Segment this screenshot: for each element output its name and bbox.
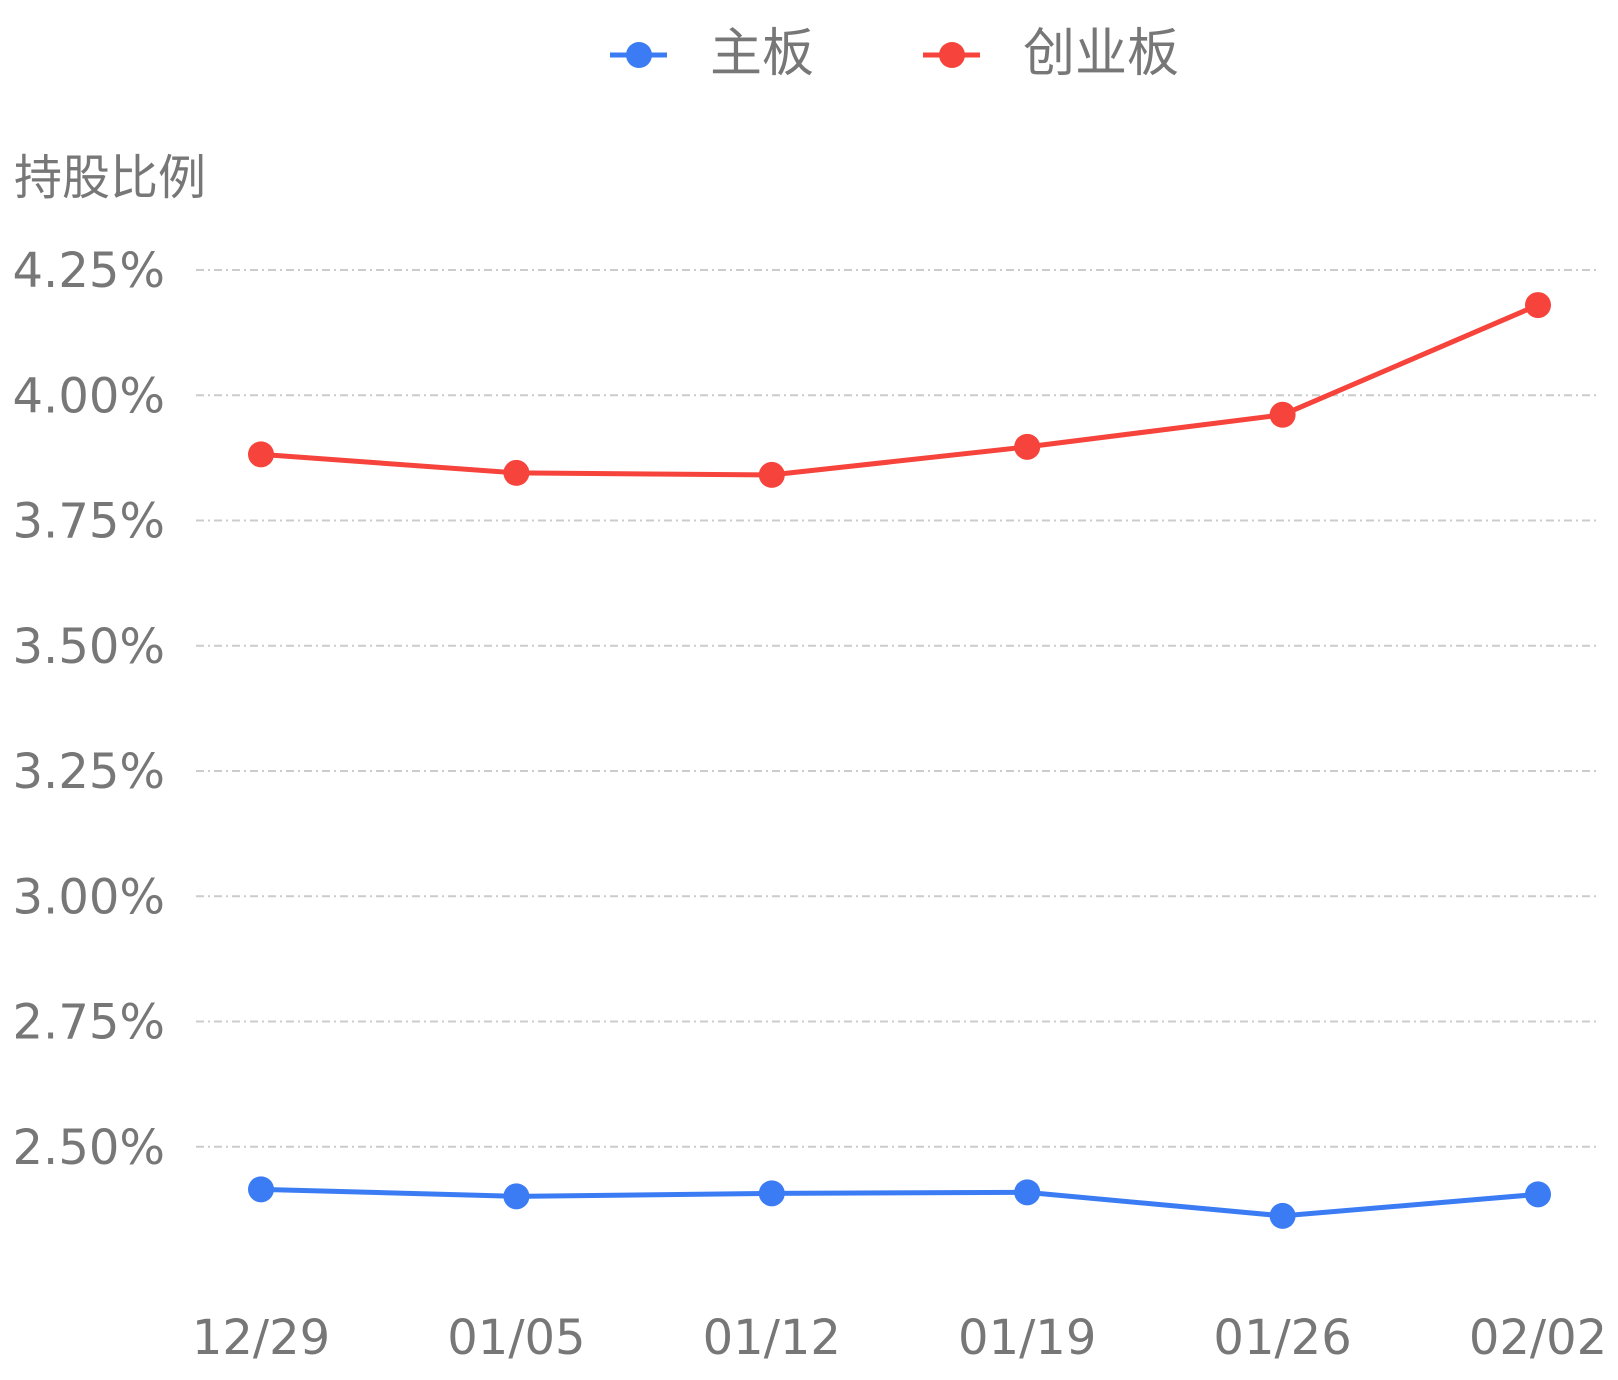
y-tick-label: 3.00%: [13, 869, 165, 925]
series-line: [260, 302, 1539, 478]
data-point: [503, 1183, 530, 1210]
data-point: [248, 441, 274, 468]
data-point: [1525, 1181, 1551, 1208]
y-tick-label: 3.50%: [13, 619, 165, 675]
legend-marker: [939, 42, 965, 68]
x-tick-label: 02/02: [1469, 1310, 1607, 1366]
x-tick-label: 01/26: [1213, 1310, 1351, 1366]
x-tick-label: 01/05: [447, 1310, 585, 1366]
y-tick-label: 4.25%: [13, 243, 165, 299]
data-point: [1525, 292, 1551, 319]
x-tick-label: 01/12: [703, 1310, 841, 1366]
x-tick-label: 12/29: [192, 1310, 330, 1366]
y-axis-label: 持股比例: [14, 150, 206, 206]
y-tick-label: 2.75%: [13, 995, 165, 1051]
data-point: [1269, 1202, 1296, 1229]
data-point: [248, 1176, 274, 1203]
series-line: [260, 1186, 1539, 1219]
legend-label: 主板: [710, 24, 814, 84]
legend-label: 创业板: [1023, 24, 1179, 84]
data-point: [758, 1180, 785, 1207]
data-point: [503, 459, 530, 486]
data-point: [1269, 401, 1296, 428]
data-point: [1014, 433, 1041, 460]
data-point: [758, 461, 785, 488]
y-tick-label: 4.00%: [13, 368, 165, 424]
data-point: [1014, 1179, 1041, 1206]
legend-marker: [626, 42, 652, 68]
y-tick-label: 3.75%: [13, 494, 165, 550]
x-tick-label: 01/19: [958, 1310, 1096, 1366]
y-tick-label: 3.25%: [13, 744, 165, 800]
y-tick-label: 2.50%: [13, 1120, 165, 1176]
